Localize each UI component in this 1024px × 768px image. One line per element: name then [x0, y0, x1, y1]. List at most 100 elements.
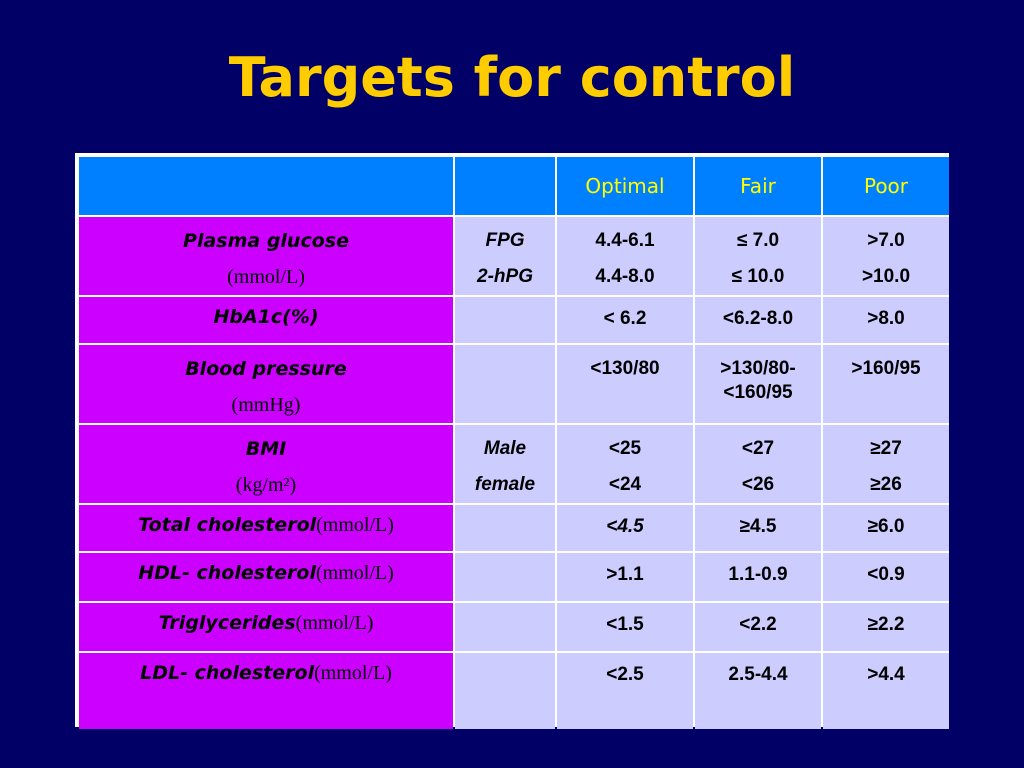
fair-value: ≥4.5 — [739, 516, 777, 537]
optimal-value: <25 — [608, 438, 642, 459]
parameter-cell: HDL- cholesterol(mmol/L) — [79, 553, 453, 601]
fair-value: <6.2-8.0 — [722, 308, 794, 329]
measure-cell: Male female — [455, 425, 555, 503]
parameter-cell: Triglycerides(mmol/L) — [79, 603, 453, 651]
parameter-name: BMI — [245, 438, 287, 460]
measure-cell: FPG 2-hPG — [455, 217, 555, 295]
optimal-value: <130/80 — [590, 358, 660, 379]
table-row: Triglycerides(mmol/L) <1.5 <2.2 ≥2.2 — [79, 603, 949, 651]
fair-cell: 1.1-0.9 — [695, 553, 821, 601]
fair-value: >130/80- — [720, 358, 796, 379]
poor-value: >160/95 — [851, 358, 921, 379]
poor-value: >10.0 — [861, 266, 911, 287]
poor-value: ≥6.0 — [867, 516, 905, 537]
optimal-value: <4.5 — [606, 516, 644, 537]
targets-table: Optimal Fair Poor Plasma glucose (mmol/L… — [77, 155, 951, 731]
fair-cell: 2.5-4.4 — [695, 653, 821, 729]
fair-cell: >130/80- <160/95 — [695, 345, 821, 423]
poor-cell: ≥2.2 — [823, 603, 949, 651]
optimal-cell: <130/80 — [557, 345, 693, 423]
measure-label: Male — [483, 438, 527, 459]
header-fair: Fair — [695, 157, 821, 215]
fair-value: <26 — [741, 474, 775, 495]
measure-cell — [455, 553, 555, 601]
parameter-unit: (mmol/L) — [314, 662, 392, 684]
measure-label: FPG — [485, 230, 525, 251]
poor-value: <0.9 — [867, 564, 905, 585]
fair-value: <2.2 — [739, 614, 777, 635]
fair-value: <27 — [741, 438, 775, 459]
parameter-name: HDL- cholesterol — [138, 562, 316, 584]
poor-cell: ≥27 ≥26 — [823, 425, 949, 503]
table-row: Total cholesterol(mmol/L) <4.5 ≥4.5 ≥6.0 — [79, 505, 949, 551]
fair-value: ≤ 10.0 — [731, 266, 785, 287]
optimal-value: <24 — [608, 474, 642, 495]
parameter-name: HbA1c(%) — [213, 306, 319, 328]
optimal-cell: <25 <24 — [557, 425, 693, 503]
measure-cell — [455, 345, 555, 423]
measure-cell — [455, 603, 555, 651]
table-row: LDL- cholesterol(mmol/L) <2.5 2.5-4.4 >4… — [79, 653, 949, 729]
poor-cell: ≥6.0 — [823, 505, 949, 551]
poor-value: >7.0 — [867, 230, 905, 251]
optimal-value: 4.4-8.0 — [595, 266, 655, 287]
fair-cell: <27 <26 — [695, 425, 821, 503]
header-poor: Poor — [823, 157, 949, 215]
measure-cell — [455, 653, 555, 729]
optimal-cell: <2.5 — [557, 653, 693, 729]
table-row: BMI (kg/m²) Male female <25 <24 <27 <26 … — [79, 425, 949, 503]
fair-value: <160/95 — [723, 382, 793, 403]
measure-label: 2-hPG — [477, 266, 533, 287]
poor-cell: <0.9 — [823, 553, 949, 601]
measure-label: female — [474, 474, 536, 495]
optimal-cell: < 6.2 — [557, 297, 693, 343]
header-measure — [455, 157, 555, 215]
poor-cell: >4.4 — [823, 653, 949, 729]
poor-cell: >8.0 — [823, 297, 949, 343]
fair-cell: ≤ 7.0 ≤ 10.0 — [695, 217, 821, 295]
parameter-unit: (mmol/L) — [315, 562, 394, 584]
parameter-cell: BMI (kg/m²) — [79, 425, 453, 503]
fair-value: ≤ 7.0 — [736, 230, 780, 251]
parameter-cell: HbA1c(%) — [79, 297, 453, 343]
fair-value: 1.1-0.9 — [728, 564, 788, 585]
parameter-name: Total cholesterol — [138, 514, 317, 536]
targets-table-container: Optimal Fair Poor Plasma glucose (mmol/L… — [75, 153, 949, 729]
optimal-value: >1.1 — [606, 564, 644, 585]
optimal-cell: >1.1 — [557, 553, 693, 601]
poor-value: ≥26 — [870, 474, 902, 495]
parameter-cell: Plasma glucose (mmol/L) — [79, 217, 453, 295]
slide-title: Targets for control — [228, 46, 796, 109]
parameter-unit: (kg/m²) — [235, 474, 297, 496]
header-parameter — [79, 157, 453, 215]
parameter-unit: (mmol/L) — [316, 514, 394, 536]
fair-cell: <2.2 — [695, 603, 821, 651]
optimal-value: < 6.2 — [603, 308, 647, 329]
parameter-name: Triglycerides — [158, 612, 296, 634]
parameter-name: LDL- cholesterol — [140, 662, 315, 684]
parameter-unit: (mmol/L) — [295, 612, 374, 634]
optimal-cell: <4.5 — [557, 505, 693, 551]
fair-cell: <6.2-8.0 — [695, 297, 821, 343]
poor-value: ≥27 — [870, 438, 902, 459]
table-row: HDL- cholesterol(mmol/L) >1.1 1.1-0.9 <0… — [79, 553, 949, 601]
parameter-unit: (mmHg) — [231, 394, 301, 416]
table-row: Blood pressure (mmHg) <130/80 >130/80- <… — [79, 345, 949, 423]
poor-value: >8.0 — [867, 308, 905, 329]
poor-cell: >7.0 >10.0 — [823, 217, 949, 295]
header-optimal: Optimal — [557, 157, 693, 215]
poor-cell: >160/95 — [823, 345, 949, 423]
optimal-value: 4.4-6.1 — [595, 230, 655, 251]
parameter-name: Plasma glucose — [183, 230, 349, 252]
measure-cell — [455, 297, 555, 343]
optimal-cell: <1.5 — [557, 603, 693, 651]
parameter-cell: Total cholesterol(mmol/L) — [79, 505, 453, 551]
parameter-cell: LDL- cholesterol(mmol/L) — [79, 653, 453, 729]
poor-value: ≥2.2 — [867, 614, 905, 635]
optimal-cell: 4.4-6.1 4.4-8.0 — [557, 217, 693, 295]
fair-value: 2.5-4.4 — [728, 664, 788, 685]
parameter-cell: Blood pressure (mmHg) — [79, 345, 453, 423]
fair-cell: ≥4.5 — [695, 505, 821, 551]
header-row: Optimal Fair Poor — [79, 157, 949, 215]
measure-cell — [455, 505, 555, 551]
